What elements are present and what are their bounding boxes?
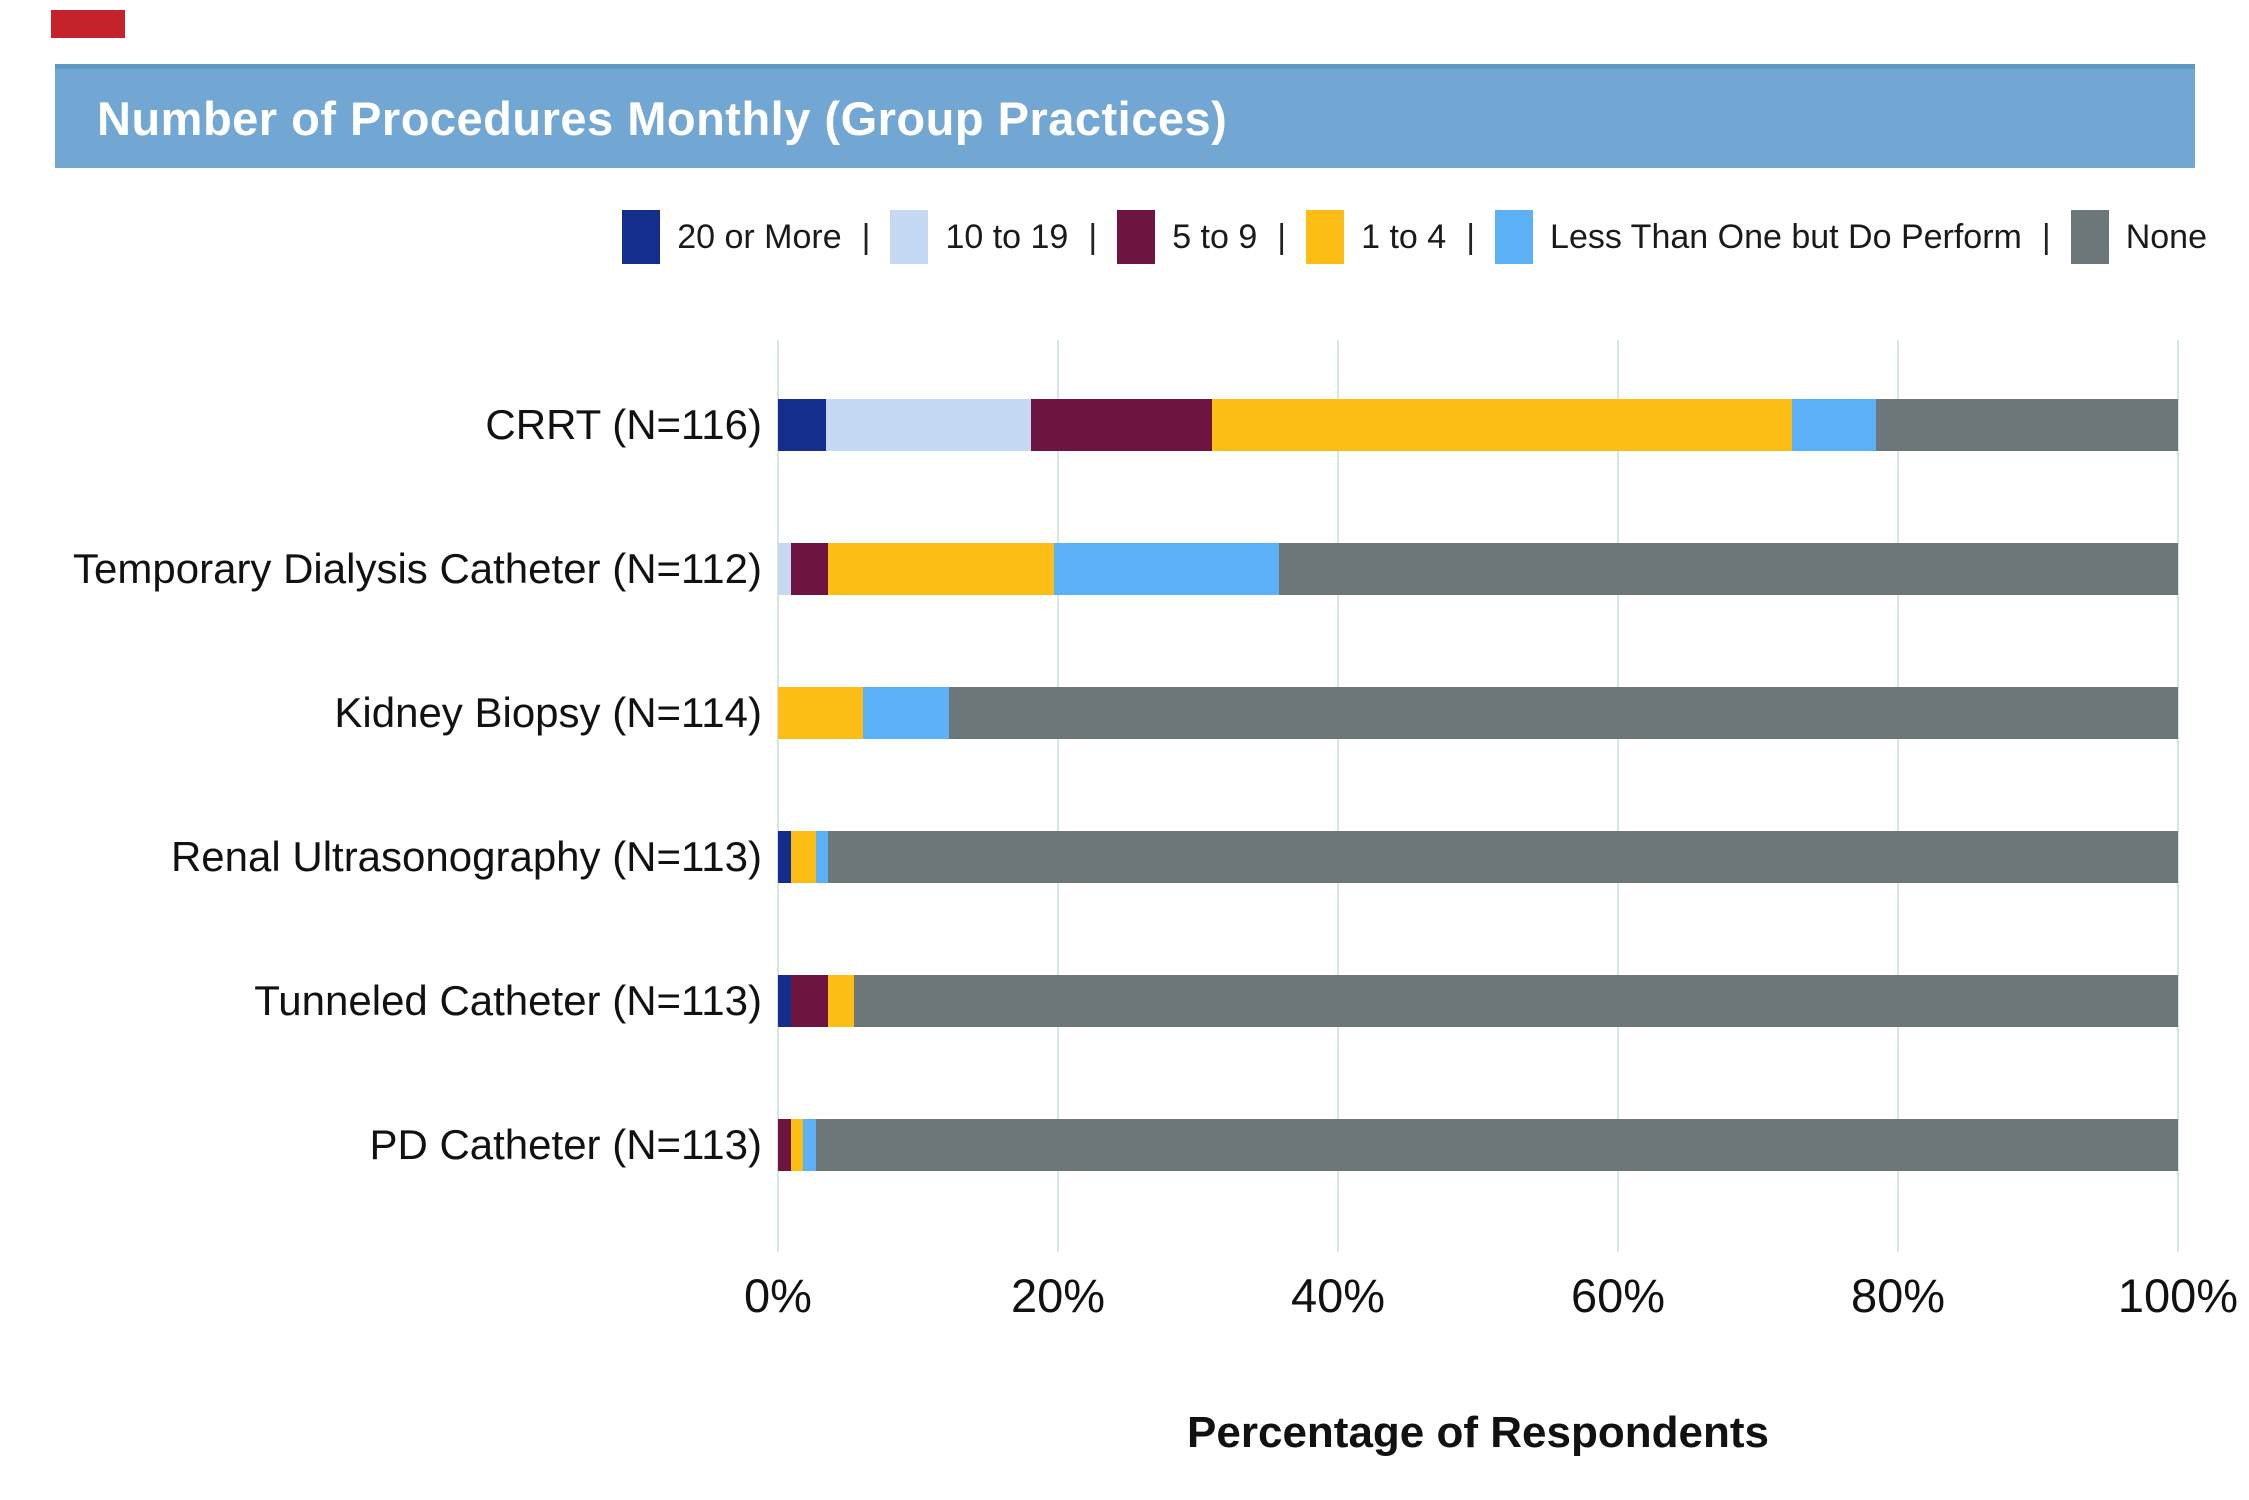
bar-row	[778, 543, 2178, 595]
legend-item: 1 to 4	[1306, 210, 1446, 264]
bar-segment	[1875, 399, 2178, 451]
legend-label: 10 to 19	[945, 217, 1069, 256]
legend-swatch	[622, 210, 661, 264]
legend-label: Less Than One but Do Perform	[1550, 217, 2022, 256]
legend-item: Less Than One but Do Perform	[1495, 210, 2022, 264]
bar-segment	[1279, 543, 2178, 595]
bar-segment	[825, 399, 1032, 451]
red-mark	[51, 10, 125, 38]
bar-segment	[803, 1119, 816, 1171]
gridline	[1337, 340, 1339, 1252]
bar-segment	[778, 1119, 791, 1171]
legend-separator: |	[1088, 217, 1098, 256]
gridline	[2177, 340, 2179, 1252]
bar-segment	[1791, 399, 1876, 451]
legend-swatch	[890, 210, 929, 264]
bar-row	[778, 687, 2178, 739]
bar-segment	[790, 543, 829, 595]
bar-row	[778, 831, 2178, 883]
legend-label: 1 to 4	[1361, 217, 1447, 256]
bar-segment	[778, 543, 791, 595]
category-label: Tunneled Catheter (N=113)	[254, 977, 762, 1024]
category-label: PD Catheter (N=113)	[369, 1121, 762, 1168]
legend-separator: |	[1277, 217, 1287, 256]
legend-swatch	[1117, 210, 1156, 264]
legend-label: None	[2125, 217, 2207, 256]
bar-segment	[1053, 543, 1280, 595]
legend-swatch	[2070, 210, 2109, 264]
legend-separator: |	[2041, 217, 2051, 256]
legend-label: 20 or More	[677, 217, 842, 256]
bar-segment	[863, 687, 949, 739]
bar-segment	[778, 399, 826, 451]
x-axis-tick-label: 40%	[1290, 1269, 1386, 1322]
gridline	[1617, 340, 1619, 1252]
bar-segment	[778, 831, 791, 883]
bar-segment	[828, 831, 2178, 883]
bar-row	[778, 1119, 2178, 1171]
bar-segment	[815, 831, 829, 883]
legend-item: 20 or More	[622, 210, 842, 264]
bar-segment	[948, 687, 2178, 739]
legend-label: 5 to 9	[1172, 217, 1258, 256]
category-label: CRRT (N=116)	[485, 401, 762, 448]
category-label: Temporary Dialysis Catheter (N=112)	[73, 545, 762, 592]
bar-segment	[828, 543, 1054, 595]
chart-title: Number of Procedures Monthly (Group Prac…	[97, 92, 1228, 145]
x-axis-tick-label: 80%	[1850, 1269, 1946, 1322]
bar-segment	[1211, 399, 1792, 451]
bar-row	[778, 975, 2178, 1027]
x-axis-tick-label: 20%	[1010, 1269, 1106, 1322]
bar-segment	[778, 687, 864, 739]
x-axis-tick-label: 60%	[1570, 1269, 1666, 1322]
gridline	[777, 340, 779, 1252]
legend-item: 5 to 9	[1117, 210, 1257, 264]
legend-separator: |	[861, 217, 871, 256]
bar-segment	[853, 975, 2178, 1027]
bar-segment	[815, 1119, 2178, 1171]
x-axis-tick-label: 100%	[2117, 1269, 2239, 1322]
legend-separator: |	[1466, 217, 1476, 256]
legend: 20 or More | 10 to 19 | 5 to 9 | 1 to 4 | Less T…	[360, 206, 2207, 268]
legend-item: None	[2070, 210, 2207, 264]
chart-title-bar: Number of Procedures Monthly (Group Prac…	[55, 64, 2195, 168]
gridline	[1897, 340, 1899, 1252]
bar-segment	[790, 1119, 804, 1171]
legend-swatch	[1495, 210, 1534, 264]
stacked-bar-plot	[777, 340, 2179, 1252]
gridline	[1057, 340, 1059, 1252]
bar-segment	[828, 975, 854, 1027]
bar-segment	[790, 975, 829, 1027]
legend-swatch	[1306, 210, 1345, 264]
x-axis-tick-label: 0%	[744, 1269, 812, 1322]
category-label: Kidney Biopsy (N=114)	[334, 689, 762, 736]
category-label: Renal Ultrasonography (N=113)	[170, 833, 762, 880]
bar-row	[778, 399, 2178, 451]
bar-segment	[778, 975, 791, 1027]
x-axis-title: Percentage of Respondents	[1187, 1408, 1769, 1457]
legend-item: 10 to 19	[890, 210, 1068, 264]
bar-segment	[1031, 399, 1212, 451]
bar-segment	[790, 831, 816, 883]
